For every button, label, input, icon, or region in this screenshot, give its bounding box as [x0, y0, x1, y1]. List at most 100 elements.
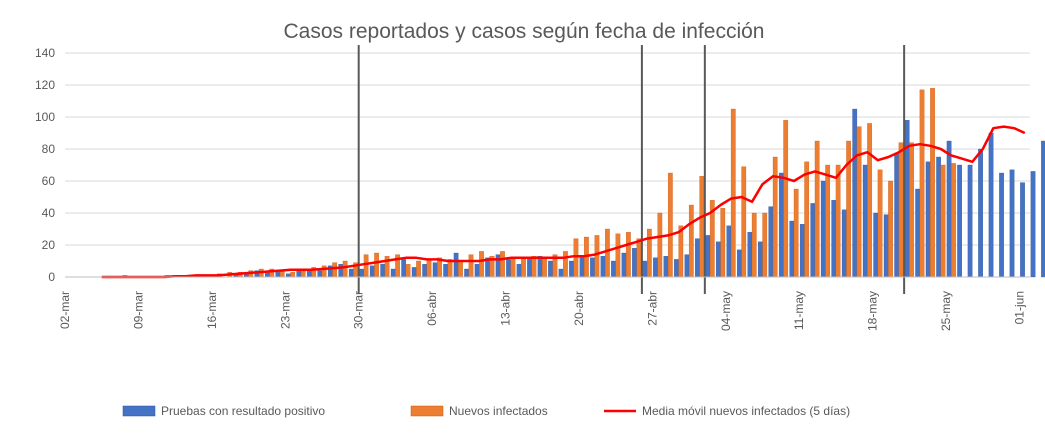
- bar-pruebas-positivo: [537, 256, 543, 278]
- bar-pruebas-positivo: [957, 164, 962, 278]
- bar-pruebas-positivo: [799, 224, 805, 278]
- bar-pruebas-positivo: [663, 256, 669, 278]
- bar-nuevos-infectados: [772, 156, 778, 278]
- bar-pruebas-positivo: [946, 140, 952, 278]
- bar-nuevos-infectados: [468, 254, 474, 278]
- x-tick-label: 25-may: [939, 291, 953, 331]
- bar-nuevos-infectados: [374, 252, 379, 278]
- bar-pruebas-positivo: [527, 257, 532, 278]
- bar-pruebas-positivo: [411, 267, 417, 278]
- bar-pruebas-positivo: [810, 203, 816, 278]
- bar-nuevos-infectados: [730, 108, 736, 278]
- bar-nuevos-infectados: [510, 257, 516, 278]
- bar-nuevos-infectados: [521, 257, 526, 278]
- bar-nuevos-infectados: [940, 164, 946, 278]
- y-tick-label: 100: [35, 110, 55, 124]
- bar-pruebas-positivo: [915, 188, 921, 278]
- y-tick-label: 80: [42, 142, 56, 156]
- y-tick-label: 0: [48, 270, 55, 284]
- bar-pruebas-positivo: [443, 264, 449, 278]
- x-tick-label: 02-mar: [58, 291, 72, 329]
- y-axis: 0 20 40 60 80 100 120 140: [35, 46, 55, 284]
- bar-nuevos-infectados: [563, 251, 568, 278]
- bar-nuevos-infectados: [867, 123, 872, 278]
- bar-nuevos-infectados: [542, 257, 547, 278]
- bar-pruebas-positivo: [653, 257, 658, 278]
- bar-pruebas-positivo: [569, 260, 574, 278]
- bar-pruebas-positivo: [632, 248, 637, 278]
- bar-nuevos-infectados: [405, 264, 411, 278]
- bar-pruebas-positivo: [506, 259, 511, 278]
- bar-pruebas-positivo: [548, 260, 553, 278]
- legend-swatch-pruebas: [122, 405, 156, 417]
- x-tick-label: 30-mar: [352, 291, 366, 329]
- bar-pruebas-positivo: [726, 225, 732, 278]
- x-tick-label: 20-abr: [572, 291, 586, 326]
- bar-nuevos-infectados: [814, 140, 820, 278]
- legend-label: Pruebas con resultado positivo: [161, 404, 325, 418]
- bar-nuevos-infectados: [699, 176, 705, 278]
- bar-pruebas-positivo: [380, 264, 386, 278]
- bar-pruebas-positivo: [275, 272, 281, 278]
- bar-pruebas-positivo: [883, 214, 889, 278]
- bar-nuevos-infectados: [930, 88, 935, 278]
- bar-pruebas-positivo: [852, 108, 858, 278]
- bar-pruebas-positivo: [390, 268, 396, 278]
- vertical-markers: [357, 45, 906, 294]
- y-tick-label: 120: [35, 78, 55, 92]
- bar-nuevos-infectados: [856, 126, 862, 278]
- bar-nuevos-infectados: [909, 142, 914, 278]
- bar-nuevos-infectados: [636, 238, 642, 278]
- bar-pruebas-positivo: [747, 232, 753, 278]
- bar-nuevos-infectados: [751, 212, 757, 278]
- bar-pruebas-positivo: [695, 238, 700, 278]
- bar-nuevos-infectados: [500, 251, 505, 278]
- bar-pruebas-positivo: [621, 252, 627, 278]
- bar-nuevos-infectados: [426, 259, 432, 278]
- bar-nuevos-infectados: [888, 180, 893, 278]
- bar-nuevos-infectados: [363, 254, 369, 278]
- x-tick-label: 27-abr: [645, 291, 659, 326]
- bar-pruebas-positivo: [296, 270, 302, 278]
- bar-pruebas-positivo: [338, 264, 344, 278]
- bar-pruebas-positivo: [705, 235, 711, 278]
- legend: Pruebas con resultado positivo Nuevos inf…: [122, 404, 850, 418]
- line-media-movil: [101, 125, 1026, 279]
- legend-swatch-infectados: [410, 405, 444, 417]
- x-tick-label: 23-mar: [278, 291, 292, 329]
- bar-nuevos-infectados: [825, 164, 831, 278]
- bar-pruebas-positivo: [600, 256, 606, 278]
- bar-nuevos-infectados: [290, 272, 296, 278]
- bar-pruebas-positivo: [558, 268, 564, 278]
- bar-pruebas-positivo: [464, 268, 469, 278]
- bar-pruebas-positivo: [936, 156, 941, 278]
- bar-pruebas-positivo: [422, 264, 428, 278]
- bar-pruebas-positivo: [988, 132, 994, 278]
- bar-pruebas-positivo: [862, 164, 868, 278]
- bar-nuevos-infectados: [594, 235, 600, 278]
- bar-pruebas-positivo: [453, 252, 459, 278]
- x-tick-label: 16-mar: [205, 291, 219, 329]
- y-tick-label: 60: [42, 174, 56, 188]
- bar-nuevos-infectados: [951, 163, 956, 278]
- x-tick-label: 13-abr: [499, 291, 513, 326]
- bar-pruebas-positivo: [432, 262, 438, 278]
- bar-pruebas-positivo: [831, 200, 837, 278]
- bar-pruebas-positivo: [873, 212, 879, 278]
- legend-label: Media móvil nuevos infectados (5 días): [642, 404, 850, 418]
- bar-pruebas-positivo: [978, 148, 983, 278]
- x-tick-label: 01-jun: [1013, 291, 1027, 324]
- bar-nuevos-infectados: [531, 256, 537, 278]
- bar-pruebas-positivo: [925, 161, 931, 278]
- bar-pruebas-positivo: [369, 265, 375, 278]
- bar-pruebas-positivo: [684, 254, 690, 278]
- bar-nuevos-infectados: [332, 262, 338, 278]
- bar-pruebas-positivo: [768, 206, 774, 278]
- bar-nuevos-infectados: [615, 233, 621, 278]
- bar-nuevos-infectados: [657, 212, 663, 278]
- bar-nuevos-infectados: [877, 169, 883, 278]
- bar-pruebas-positivo: [317, 270, 323, 278]
- chart-title: Casos reportados y casos según fecha de …: [284, 20, 765, 43]
- series-nuevos-infectados: [122, 88, 956, 278]
